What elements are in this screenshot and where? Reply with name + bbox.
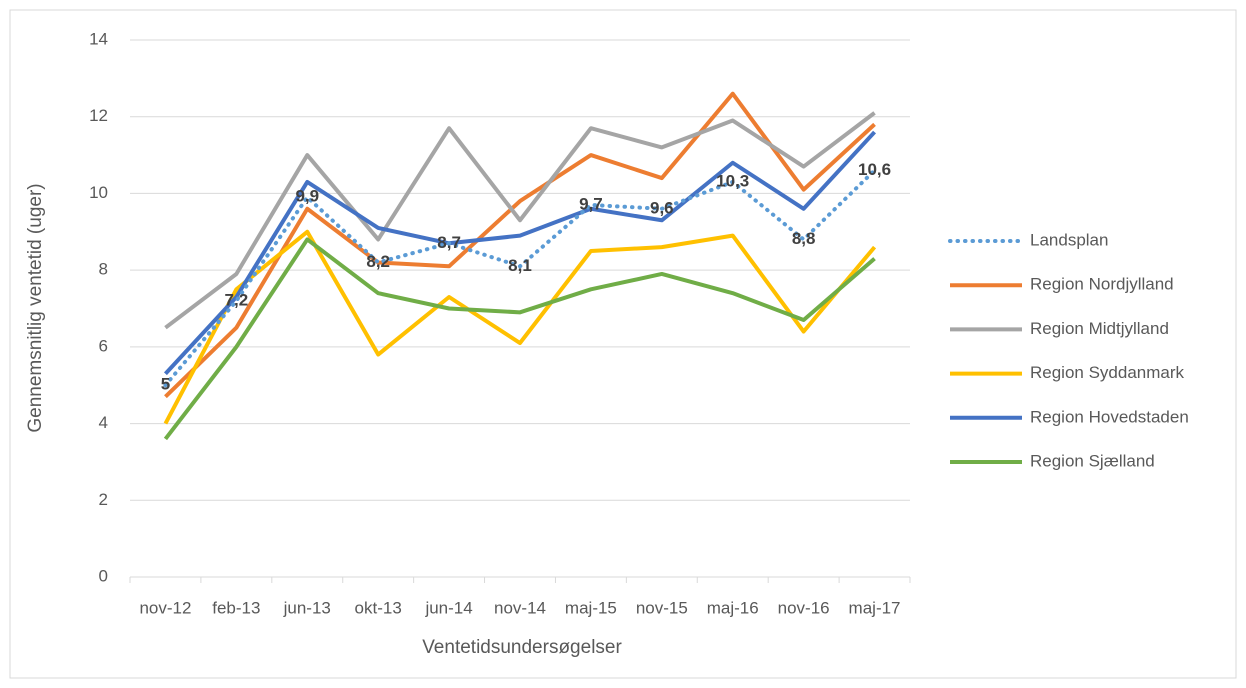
data-label: 5 bbox=[161, 375, 170, 394]
legend-label: Region Sjælland bbox=[1030, 451, 1155, 470]
y-tick-label: 6 bbox=[99, 336, 108, 355]
x-tick-label: nov-15 bbox=[636, 598, 688, 617]
y-tick-label: 12 bbox=[89, 106, 108, 125]
x-axis-title: Ventetidsundersøgelser bbox=[422, 637, 622, 658]
x-tick-label: jun-14 bbox=[424, 598, 472, 617]
data-label: 10,6 bbox=[858, 160, 891, 179]
y-tick-label: 2 bbox=[99, 490, 108, 509]
legend-label: Region Hovedstaden bbox=[1030, 407, 1189, 426]
data-label: 8,2 bbox=[366, 252, 390, 271]
x-tick-label: okt-13 bbox=[355, 598, 402, 617]
x-tick-label: maj-17 bbox=[849, 598, 901, 617]
data-label: 9,7 bbox=[579, 194, 603, 213]
x-tick-label: feb-13 bbox=[212, 598, 260, 617]
data-label: 9,9 bbox=[295, 187, 319, 206]
legend-label: Landsplan bbox=[1030, 230, 1108, 249]
line-series bbox=[163, 237, 876, 441]
data-label: 8,7 bbox=[437, 233, 461, 252]
data-label: 8,8 bbox=[792, 229, 816, 248]
line-series bbox=[163, 229, 877, 425]
y-axis-title: Gennemsnitlig ventetid (uger) bbox=[25, 183, 46, 432]
data-label: 8,1 bbox=[508, 256, 532, 275]
legend-label: Region Nordjylland bbox=[1030, 275, 1174, 294]
data-label: 10,3 bbox=[716, 171, 749, 190]
x-tick-label: jun-13 bbox=[283, 598, 331, 617]
x-tick-label: maj-15 bbox=[565, 598, 617, 617]
data-label: 9,6 bbox=[650, 198, 674, 217]
x-tick-label: maj-16 bbox=[707, 598, 759, 617]
y-tick-label: 10 bbox=[89, 183, 108, 202]
line-series bbox=[163, 130, 877, 376]
x-tick-label: nov-14 bbox=[494, 598, 546, 617]
y-tick-label: 8 bbox=[99, 260, 108, 279]
chart-border bbox=[9, 9, 1237, 679]
line-series bbox=[163, 168, 877, 388]
line-series bbox=[164, 111, 876, 330]
data-label: 7,2 bbox=[225, 290, 249, 309]
x-tick-label: nov-16 bbox=[778, 598, 830, 617]
y-tick-label: 0 bbox=[99, 566, 108, 585]
legend-label: Region Midtjylland bbox=[1030, 319, 1169, 338]
y-tick-label: 4 bbox=[99, 413, 108, 432]
x-tick-label: nov-12 bbox=[139, 598, 191, 617]
legend-label: Region Syddanmark bbox=[1030, 363, 1185, 382]
y-tick-label: 14 bbox=[89, 29, 108, 48]
